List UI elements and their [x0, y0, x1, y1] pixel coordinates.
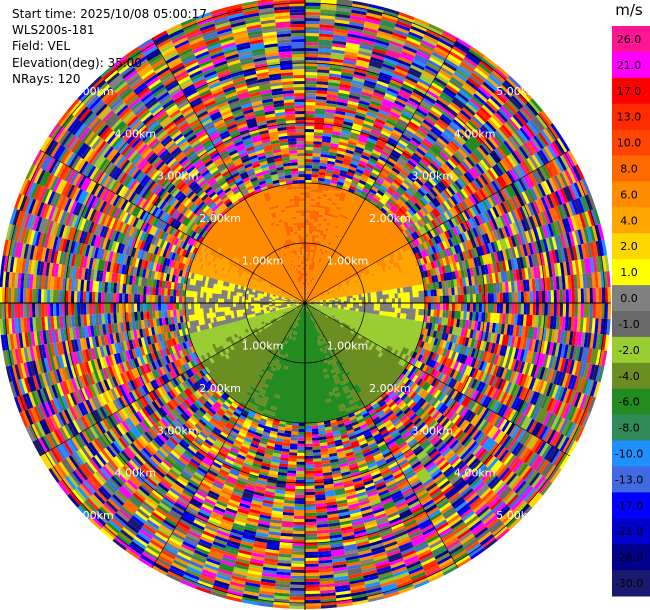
range-ring-label: 2.00km: [199, 212, 241, 225]
station-text: WLS200s-181: [12, 23, 95, 38]
colorbar-cell: [612, 77, 650, 105]
colorbar-cell: [612, 155, 650, 182]
range-ring-label: 5.00km: [496, 85, 538, 98]
colorbar-cell: [612, 492, 650, 519]
gate-cells: [4, 14, 599, 608]
range-ring-label: 2.00km: [369, 382, 411, 395]
range-ring-label: 3.00km: [157, 170, 199, 183]
colorbar-tick-label: 0.0: [620, 292, 638, 305]
azimuth-spoke: [39, 302, 306, 457]
colorbar-cell: [612, 440, 650, 467]
azimuth-spoke: [304, 302, 571, 457]
info-panel: Start time: 2025/10/08 05:00:17 WLS200s-…: [12, 6, 207, 87]
colorbar-tick-label: -17.0: [615, 499, 643, 512]
gate-field: [0, 0, 611, 610]
colorbar-tick-label: -13.0: [615, 473, 643, 486]
colorbar-tick-label: 1.0: [620, 266, 638, 279]
center-axes: [0, 0, 610, 610]
range-ring-label: 2.00km: [199, 382, 241, 395]
ppi-plot: 1.00km 1.00km 1.00km 1.00km 2.00km 2.00km 2.00…: [0, 0, 611, 610]
gate-cells: [5, 0, 602, 609]
colorbar-cell: [612, 362, 650, 390]
colorbar-cell: [612, 285, 650, 312]
colorbar-cell: [612, 103, 650, 131]
colorbar-cell: [612, 129, 650, 157]
range-ring-label: 5.00km: [496, 509, 538, 522]
colorbar-cell: [612, 518, 650, 545]
colorbar-tick-label: 2.0: [620, 240, 638, 253]
gate-cells: [11, 3, 605, 610]
range-ring-label: 2.00km: [369, 212, 411, 225]
colorbar-cell: [612, 414, 650, 442]
colorbar-cell: [612, 259, 650, 286]
elevation-text: Elevation(deg): 35.00: [12, 55, 142, 70]
range-ring-label: 4.00km: [454, 467, 496, 480]
colorbar-tick-label: -2.0: [618, 344, 639, 357]
nrays-text: NRays: 120: [12, 71, 81, 86]
colorbar-tick-label: -8.0: [618, 422, 639, 435]
azimuth-spoke: [151, 37, 306, 304]
range-ring-label: 1.00km: [242, 339, 284, 352]
azimuth-spoke: [304, 302, 459, 569]
colorbar-tick-label: 21.0: [617, 59, 642, 72]
colorbar-tick-label: 6.0: [620, 188, 638, 201]
colorbar-cell: [612, 388, 650, 416]
gate-cells: [16, 12, 607, 606]
range-ring-label: 1.00km: [327, 339, 369, 352]
range-ring-label: 4.00km: [115, 467, 157, 480]
gate-cells: [8, 0, 608, 595]
colorbar-tick-label: -30.0: [615, 577, 643, 590]
colorbar-cell: [612, 466, 650, 493]
azimuth-spoke: [39, 149, 306, 304]
colorbar-tick-label: -1.0: [618, 318, 639, 331]
range-ring-label: 4.00km: [454, 127, 496, 140]
range-ring-label: 3.00km: [157, 424, 199, 437]
range-labels: 1.00km 1.00km 1.00km 1.00km 2.00km 2.00km 2.00…: [72, 85, 538, 522]
azimuth-spoke: [304, 37, 459, 304]
field-text: Field: VEL: [12, 39, 71, 54]
colorbar-cell: [612, 207, 650, 234]
colorbar-tick-label: -6.0: [618, 396, 639, 409]
range-ring-label: 1.00km: [327, 255, 369, 268]
colorbar-cell: [612, 311, 650, 338]
start-time-text: Start time: 2025/10/08 05:00:17: [12, 7, 207, 21]
range-ring-label: 3.00km: [412, 424, 454, 437]
colorbar-tick-label: 26.0: [617, 33, 642, 46]
range-ring-label: 1.00km: [242, 255, 284, 268]
range-ring-label: 5.00km: [72, 509, 114, 522]
colorbar-cell: [612, 233, 650, 260]
colorbar-tick-label: 10.0: [617, 137, 642, 150]
colorbar: m/s 26.0 21.0 17.0 13.0 10.0 8.0 6.0 4.0 2.0 1.0 0…: [612, 1, 650, 597]
colorbar-cell: [612, 544, 650, 571]
azimuth-spoke: [151, 302, 306, 569]
colorbar-tick-label: 13.0: [617, 111, 642, 124]
colorbar-tick-label: -4.0: [618, 370, 639, 383]
colorbar-cell: [612, 570, 650, 597]
colorbar-cell: [612, 181, 650, 208]
colorbar-cell: [612, 26, 650, 53]
colorbar-cell: [612, 51, 650, 79]
azimuth-spoke: [304, 149, 571, 304]
colorbar-tick-label: 4.0: [620, 214, 638, 227]
range-ring-label: 3.00km: [412, 170, 454, 183]
colorbar-tick-label: 8.0: [620, 163, 638, 176]
colorbar-cell: [612, 336, 650, 364]
colorbar-tick-label: -26.0: [615, 551, 643, 564]
colorbar-tick-label: -10.0: [615, 448, 643, 461]
colorbar-title: m/s: [615, 1, 643, 19]
range-ring-label: 5.00km: [72, 85, 114, 98]
range-ring-label: 4.00km: [115, 127, 157, 140]
colorbar-tick-label: 17.0: [617, 85, 642, 98]
colorbar-tick-label: -21.0: [615, 525, 643, 538]
